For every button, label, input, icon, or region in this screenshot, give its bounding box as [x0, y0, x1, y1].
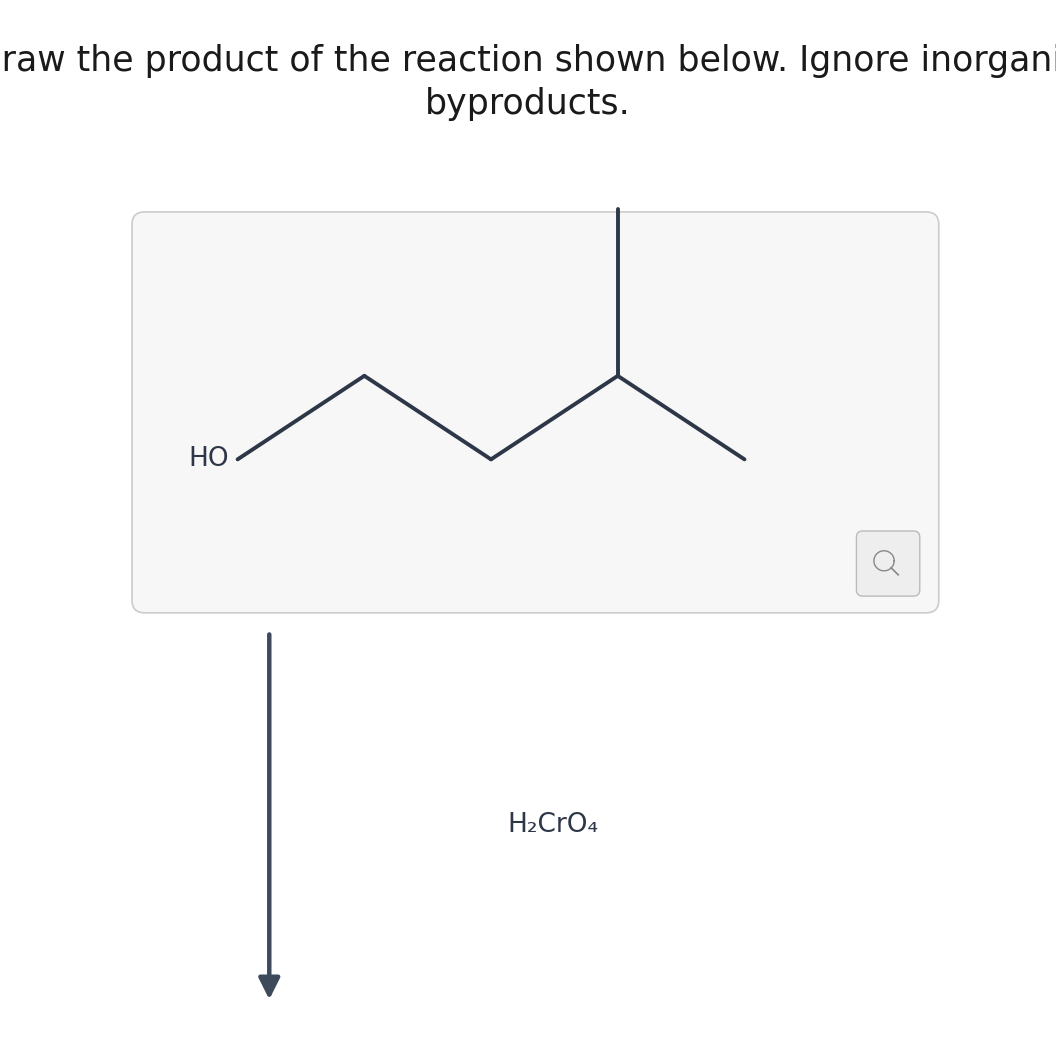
- FancyBboxPatch shape: [856, 531, 920, 596]
- Text: H₂CrO₄: H₂CrO₄: [507, 812, 598, 837]
- FancyBboxPatch shape: [132, 212, 939, 613]
- Text: Draw the product of the reaction shown below. Ignore inorganic: Draw the product of the reaction shown b…: [0, 44, 1056, 77]
- Text: HO: HO: [189, 447, 229, 472]
- Text: byproducts.: byproducts.: [426, 88, 630, 121]
